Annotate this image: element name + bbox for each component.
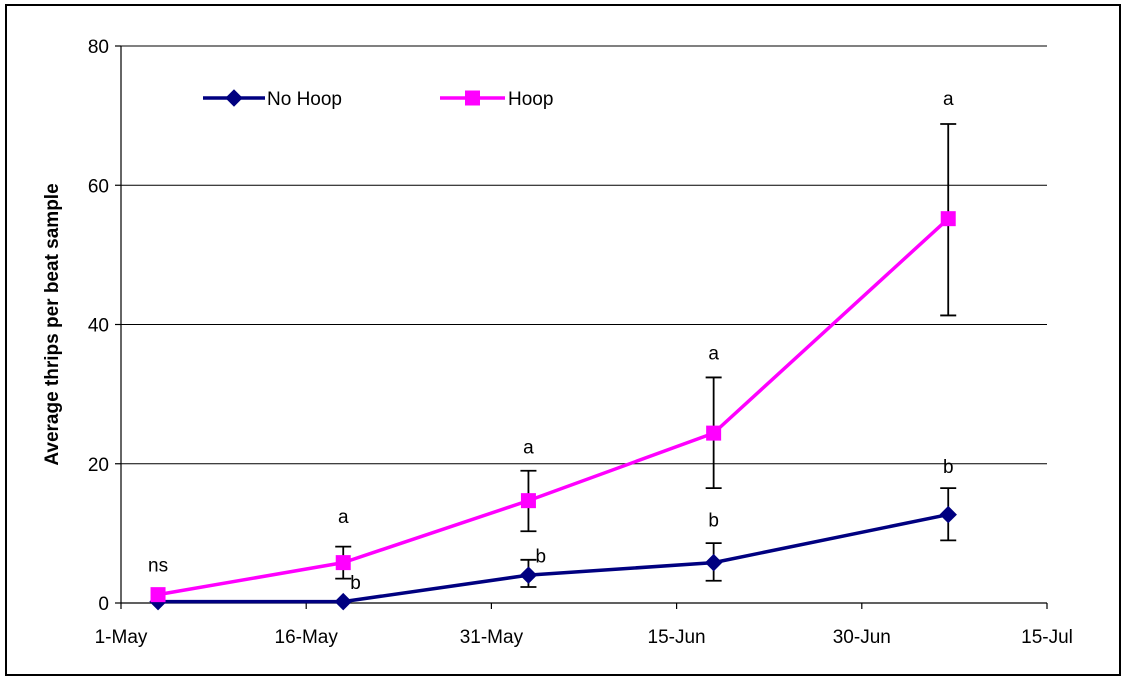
- annotation-label: b: [943, 457, 954, 478]
- y-tick-label: 0: [98, 594, 109, 615]
- y-tick-label: 20: [88, 455, 109, 476]
- x-tick-label: 15-Jun: [648, 627, 706, 648]
- legend-label-hoop: Hoop: [508, 89, 553, 110]
- y-tick-label: 40: [88, 316, 109, 337]
- chart-frame: [5, 4, 1121, 676]
- x-tick-label: 15-Jul: [1021, 627, 1073, 648]
- data-point-hoop: [520, 493, 536, 509]
- annotation-label: a: [708, 343, 719, 364]
- y-axis-label: Average thrips per beat sample: [42, 183, 63, 465]
- data-point-no-hoop: [704, 553, 723, 572]
- series-line-no-hoop: [158, 512, 949, 604]
- annotation-label: b: [535, 547, 546, 568]
- data-point-no-hoop: [939, 505, 957, 524]
- data-point-hoop: [940, 211, 956, 227]
- data-point-hoop: [335, 555, 351, 571]
- legend-marker-no-hoop: [225, 89, 243, 107]
- annotation-label: a: [943, 89, 954, 110]
- legend-label-no-hoop: No Hoop: [267, 89, 342, 110]
- x-tick-label: 31-May: [460, 627, 524, 648]
- annotation-label: a: [338, 507, 349, 528]
- x-tick-label: 1-May: [95, 627, 148, 648]
- y-tick-label: 80: [88, 37, 109, 58]
- annotation-label: b: [350, 573, 361, 594]
- x-tick-label: 16-May: [275, 627, 339, 648]
- annotation-label: b: [708, 510, 719, 531]
- data-point-no-hoop: [519, 566, 538, 584]
- data-point-hoop: [150, 587, 166, 603]
- data-point-no-hoop: [334, 592, 352, 611]
- annotation-label: a: [523, 437, 534, 458]
- y-tick-label: 60: [88, 176, 109, 197]
- legend-marker-hoop: [465, 90, 480, 106]
- data-point-hoop: [706, 425, 722, 441]
- x-tick-label: 30-Jun: [833, 627, 891, 648]
- annotation-label: ns: [148, 556, 168, 577]
